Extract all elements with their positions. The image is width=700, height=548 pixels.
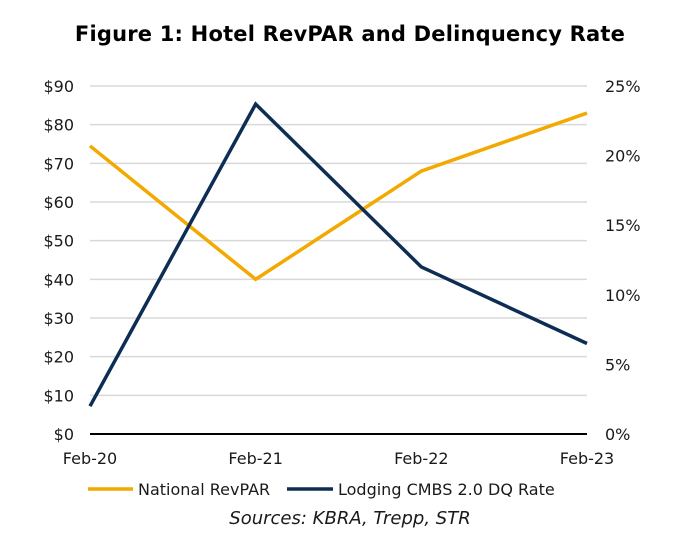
series-line-0 [88,111,588,282]
left-axis-ticks: $0 $10 $20 $30 $40 $50 $60 $70 $80 $90 [43,77,74,444]
right-tick-label: 10% [605,286,641,305]
left-tick-label: $40 [43,270,74,289]
x-tick-label: Feb-23 [560,449,614,468]
left-tick-label: $20 [43,348,74,367]
right-tick-label: 0% [605,425,630,444]
legend-label-0: National RevPAR [138,480,270,499]
left-tick-label: $10 [43,386,74,405]
left-tick-label: $70 [43,154,74,173]
sources-note: Sources: KBRA, Trepp, STR [229,508,471,529]
legend: National RevPAR Lodging CMBS 2.0 DQ Rate [88,480,555,499]
left-tick-label: $30 [43,309,74,328]
x-tick-label: Feb-20 [63,449,117,468]
left-tick-label: $90 [43,77,74,96]
legend-label-1: Lodging CMBS 2.0 DQ Rate [338,480,555,499]
left-tick-label: $80 [43,116,74,135]
left-tick-label: $0 [54,425,74,444]
gridlines [90,85,587,435]
right-axis-ticks: 0% 5% 10% 15% 20% 25% [605,77,641,444]
right-tick-label: 20% [605,147,641,166]
series-lines [88,101,588,408]
x-axis-ticks: Feb-20 Feb-21 Feb-22 Feb-23 [63,449,614,468]
series-line-1 [88,101,588,408]
x-tick-label: Feb-21 [228,449,282,468]
left-tick-label: $60 [43,193,74,212]
x-tick-label: Feb-22 [394,449,448,468]
right-tick-label: 15% [605,216,641,235]
left-tick-label: $50 [43,232,74,251]
chart-title: Figure 1: Hotel RevPAR and Delinquency R… [74,22,626,46]
right-tick-label: 5% [605,355,630,374]
right-tick-label: 25% [605,77,641,96]
